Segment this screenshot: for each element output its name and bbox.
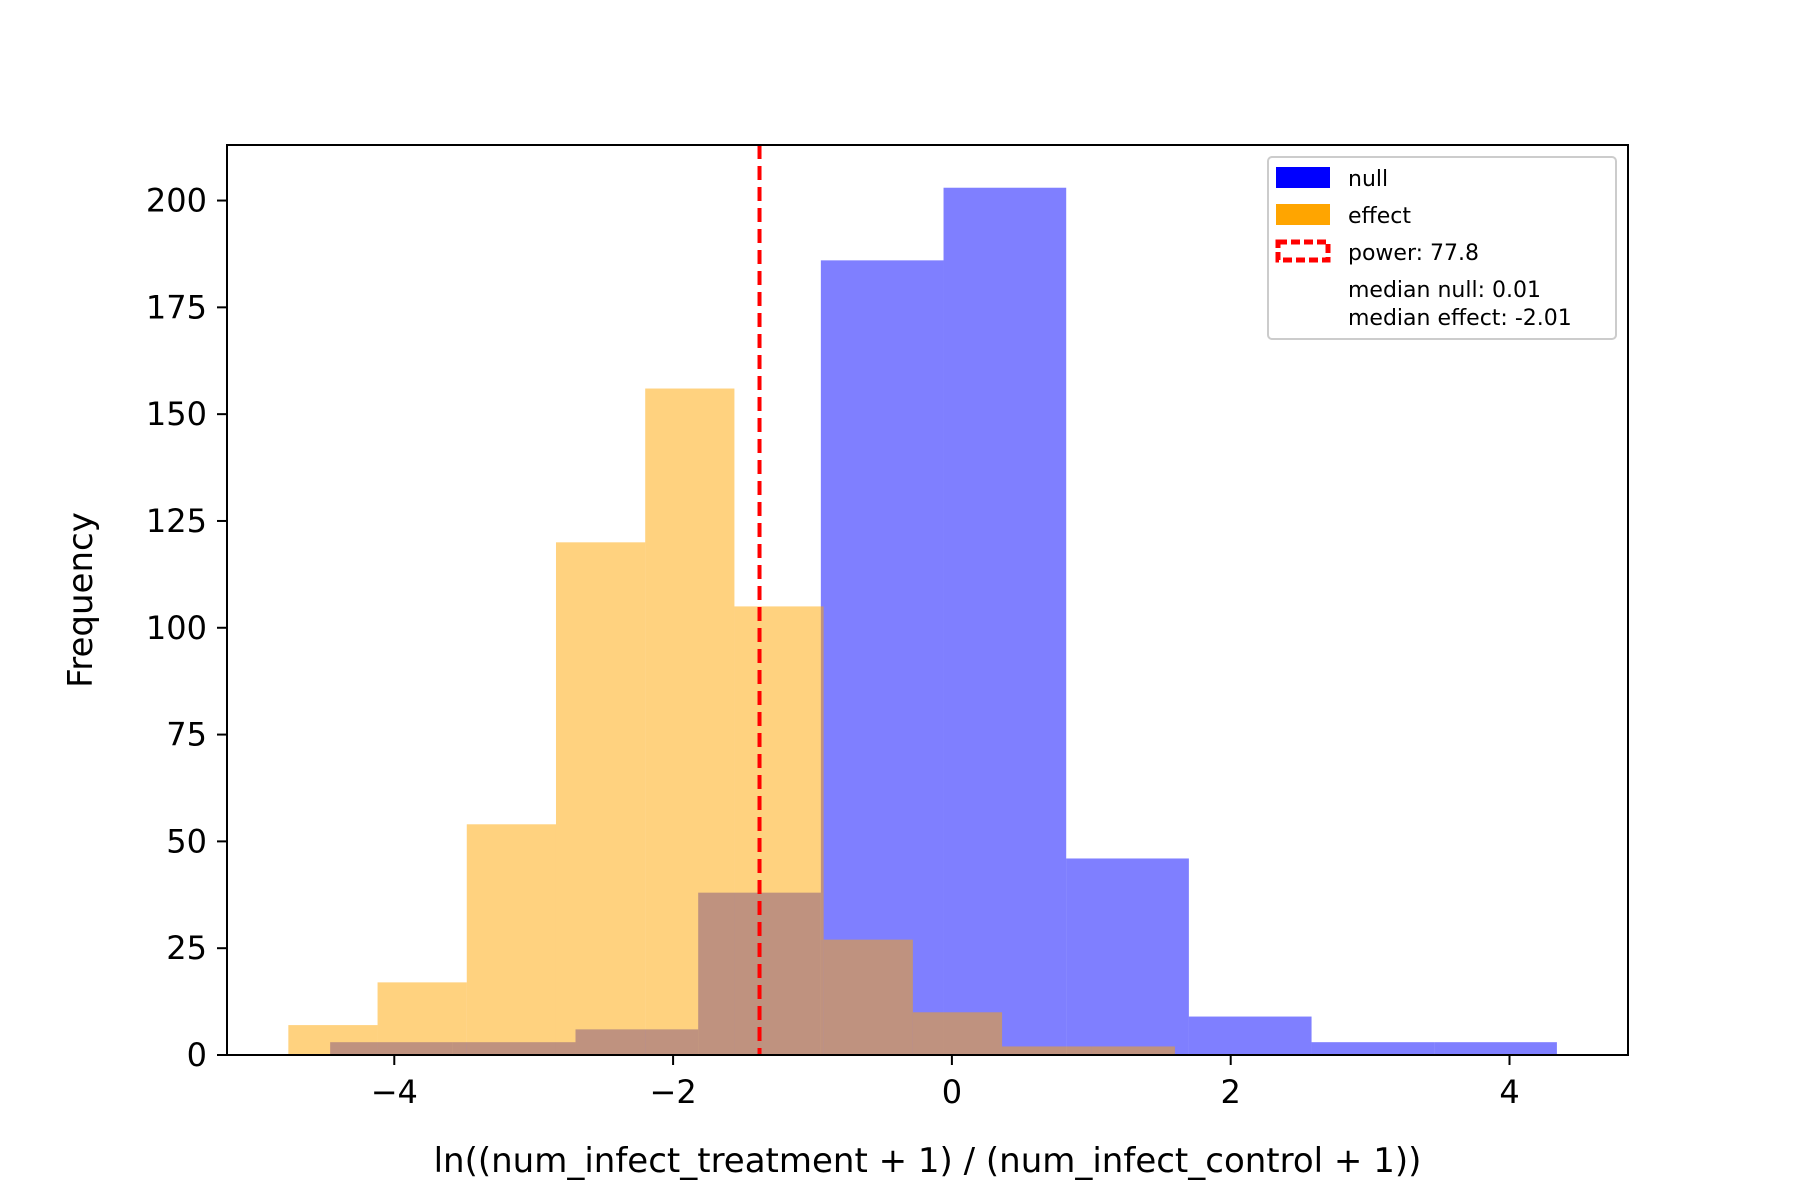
effect-bars	[288, 388, 1175, 1055]
plot-area	[226, 144, 1629, 1056]
y-tick-label: 0	[187, 1036, 207, 1074]
y-tick-label: 125	[146, 502, 207, 540]
effect-bar	[288, 1025, 378, 1055]
legend-swatch-effect	[1276, 204, 1330, 225]
legend-label-effect: effect	[1348, 204, 1411, 229]
null-bar	[1066, 858, 1189, 1055]
effect-bar	[1002, 1046, 1092, 1055]
x-tick-label: 4	[1499, 1073, 1519, 1111]
x-tick-label: −2	[650, 1073, 697, 1111]
effect-bar	[734, 606, 824, 1055]
y-axis: 0 25 50 75 100 125 150 175 200	[146, 182, 227, 1074]
x-tick-label: 0	[942, 1073, 962, 1111]
legend-label-power: power: 77.8	[1348, 241, 1479, 266]
legend: null effect power: 77.8 median null: 0.0…	[1267, 156, 1617, 340]
x-tick-label: 2	[1221, 1073, 1241, 1111]
y-tick-label: 150	[146, 395, 207, 433]
null-bar	[1311, 1042, 1435, 1055]
y-axis-label: Frequency	[61, 512, 101, 688]
effect-bar	[912, 1012, 1003, 1055]
legend-note-median-effect: median effect: -2.01	[1348, 306, 1572, 331]
effect-bar	[555, 542, 646, 1055]
null-bar	[1434, 1042, 1557, 1055]
x-axis: −4 −2 0 2 4	[371, 1055, 1520, 1111]
x-tick-label: −4	[371, 1073, 418, 1111]
null-bar	[943, 187, 1067, 1055]
effect-bar	[645, 388, 735, 1055]
legend-swatch-null	[1276, 167, 1330, 188]
y-tick-label: 25	[166, 929, 207, 967]
effect-bar	[823, 939, 913, 1055]
y-tick-label: 175	[146, 288, 207, 326]
y-tick-label: 50	[166, 822, 207, 860]
legend-swatch-power	[1275, 239, 1331, 263]
legend-label-null: null	[1348, 167, 1388, 192]
y-tick-label: 100	[146, 609, 207, 647]
null-bar	[820, 260, 944, 1055]
effect-bar	[377, 982, 467, 1055]
legend-box	[1267, 156, 1617, 340]
effect-bar	[466, 824, 556, 1055]
null-bar	[1188, 1016, 1312, 1055]
x-axis-label: ln((num_infect_treatment + 1) / (num_inf…	[434, 1141, 1422, 1181]
y-tick-label: 200	[146, 182, 207, 220]
effect-bar	[1091, 1046, 1175, 1055]
y-tick-label: 75	[166, 716, 207, 754]
legend-note-median-null: median null: 0.01	[1348, 278, 1541, 303]
